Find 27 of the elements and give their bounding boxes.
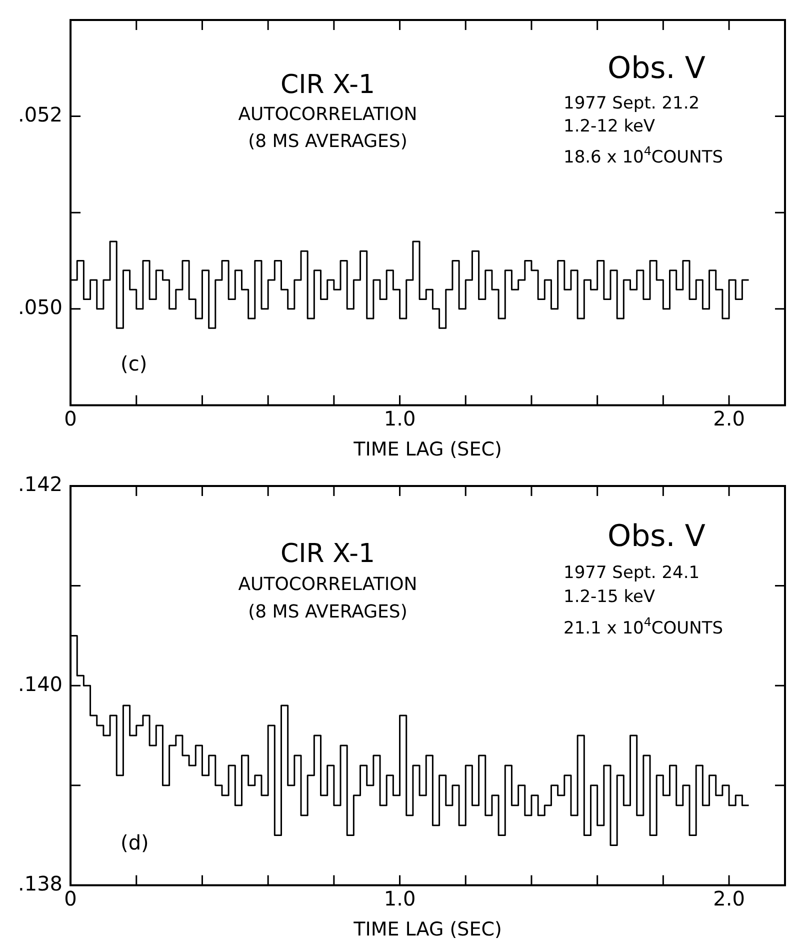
x-tick-label: 1.0 [384,886,416,910]
annotation: 1.2-15 keV [564,586,656,607]
annotation: Obs. V [607,50,706,86]
annotation: (c) [120,352,148,376]
annotation: (8 MS AVERAGES) [248,131,408,152]
annotation: 1.2-12 keV [564,116,656,137]
annotation: AUTOCORRELATION [238,574,418,595]
annotation: Obs. V [607,518,706,554]
y-tick-label: .138 [18,871,63,896]
annotation: (8 MS AVERAGES) [248,602,408,623]
x-tick-label: 2.0 [713,886,745,910]
x-tick-label: 1.0 [384,406,416,430]
annotation: CIR X-1 [280,70,376,100]
y-tick-label: .052 [18,102,63,127]
x-axis-title: TIME LAG (SEC) [352,438,502,461]
x-tick-label: 2.0 [713,406,745,430]
x-axis-title: TIME LAG (SEC) [352,918,502,941]
annotation: (d) [120,830,149,854]
x-tick-label: 0 [64,886,77,910]
x-tick-label: 0 [64,406,77,430]
annotation: AUTOCORRELATION [238,104,418,126]
annotation: 1977 Sept. 24.1 [564,562,700,583]
y-tick-label: .142 [18,472,63,496]
annotation: CIR X-1 [280,538,376,569]
annotation: 1977 Sept. 21.2 [564,94,700,114]
y-tick-label: .050 [18,295,63,320]
y-tick-label: .140 [18,672,63,696]
